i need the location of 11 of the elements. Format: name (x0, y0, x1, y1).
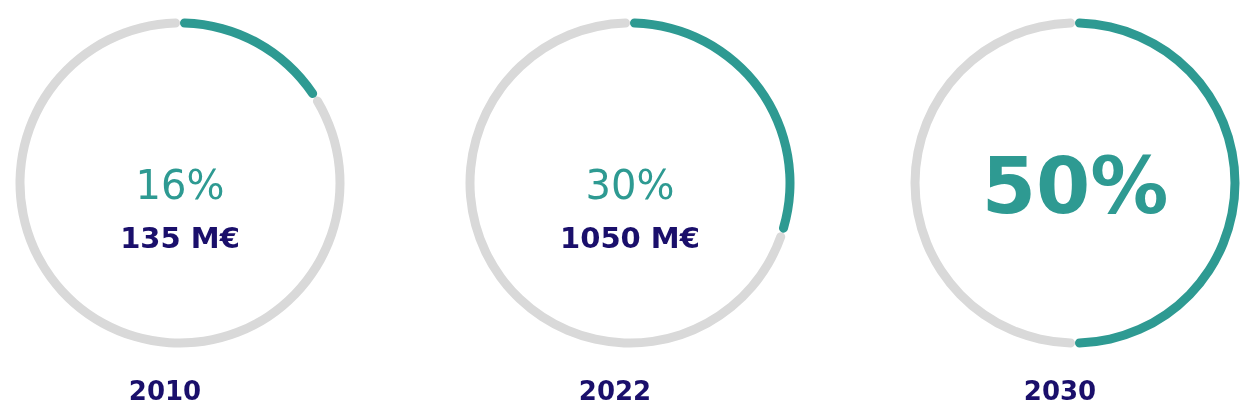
donut-slice (465, 18, 786, 348)
text: 16% (135, 162, 225, 208)
text: 135 M€ (120, 221, 240, 255)
text: 2030 (1023, 376, 1097, 406)
donut-slice (180, 18, 318, 98)
donut-slice (15, 18, 345, 348)
text: 30% (585, 162, 675, 208)
text: 2010 (128, 376, 202, 406)
text: 1050 M€ (560, 221, 700, 255)
text: 50% (981, 141, 1169, 231)
text: 2022 (578, 376, 652, 406)
